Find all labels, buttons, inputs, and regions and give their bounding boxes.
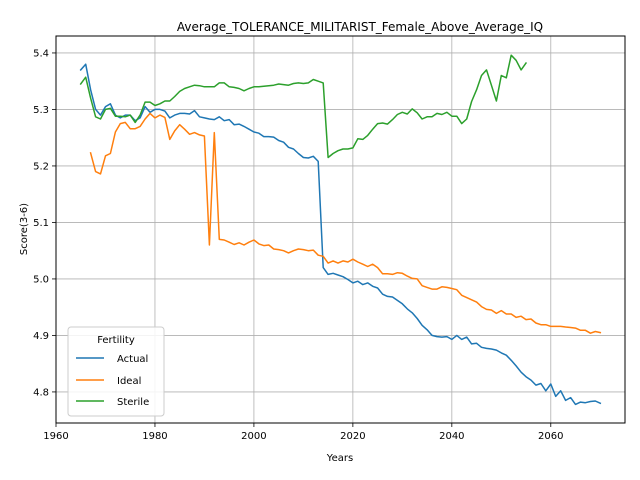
x-tick-label: 2000 [241,431,266,442]
legend-box [67,326,165,417]
axis-ticks: 1960 1980 2000 2020 2040 2060 4.8 4.9 5.0 5.1 5.2 5… [33,48,563,442]
legend-label-actual: Actual [117,354,148,365]
series-line-actual [79,63,602,406]
y-tick-label: 5.1 [33,218,49,229]
series-lines [79,54,602,406]
chart-title: Average_TOLERANCE_MILITARIST_Female_Abov… [177,20,543,34]
y-tick-label: 5.4 [33,48,49,59]
legend-label-ideal: Ideal [117,376,141,387]
x-tick-label: 1960 [43,431,68,442]
x-axis-title: Years [326,453,353,464]
legend: Fertility Actual Ideal Sterile [67,326,165,417]
series-line-sterile [79,54,528,159]
y-axis-title: Score(3-6) [19,203,30,255]
plot-frame [55,35,626,424]
y-tick-label: 4.9 [33,331,49,342]
series-line-ideal [89,112,602,334]
y-tick-label: 5.2 [33,161,49,172]
legend-label-sterile: Sterile [117,397,149,408]
y-tick-label: 5.0 [33,274,49,285]
y-tick-label: 5.3 [33,105,49,116]
x-tick-label: 2060 [538,431,563,442]
legend-title: Fertility [97,335,135,346]
x-tick-label: 2040 [439,431,464,442]
x-tick-label: 1980 [142,431,167,442]
x-tick-label: 2020 [340,431,365,442]
y-tick-label: 4.8 [33,387,49,398]
